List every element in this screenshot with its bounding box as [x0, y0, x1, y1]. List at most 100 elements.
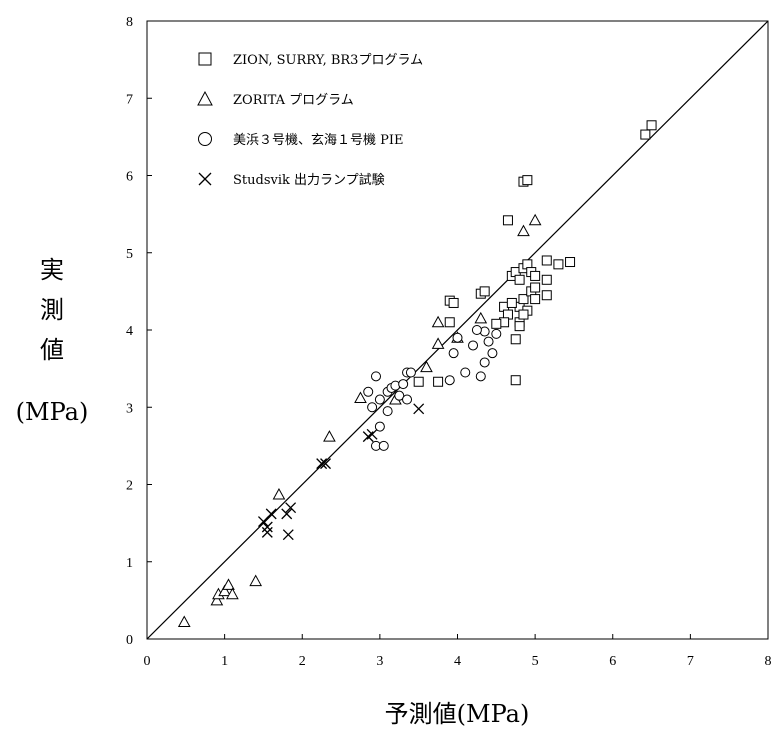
square-point — [541, 290, 552, 301]
triangle-point — [517, 224, 530, 237]
square-point — [530, 270, 541, 281]
y-tick-label: 7 — [126, 92, 133, 107]
circle-point — [471, 325, 482, 335]
circle-point — [460, 367, 471, 378]
cross-point — [265, 508, 277, 520]
x-axis-label: 予測値(MPa) — [385, 700, 530, 728]
square-point — [514, 321, 525, 332]
triangle-point — [272, 488, 286, 500]
square-point — [646, 120, 657, 131]
square-point — [565, 257, 576, 268]
triangle-point — [323, 430, 336, 442]
legend-label: Studsvik 出力ランプ試験 — [233, 172, 385, 188]
axis-labels: 実 測 値 (MPa) 予測値(MPa) — [16, 256, 530, 728]
square-point — [530, 294, 541, 305]
circle-point — [378, 440, 389, 451]
legend-cross-icon — [198, 172, 212, 186]
legend-label: ZORITA プログラム — [233, 93, 354, 108]
square-point — [541, 255, 552, 266]
circle-point — [483, 336, 494, 347]
y-tick-label: 6 — [126, 170, 133, 185]
circle-point — [491, 328, 502, 339]
legend-entry: 美浜３号機、玄海１号機 PIE — [198, 132, 404, 148]
y-tick-label: 0 — [126, 633, 133, 648]
x-tick-label: 4 — [454, 654, 461, 669]
legend-entry: Studsvik 出力ランプ試験 — [198, 172, 385, 188]
y-axis-label-char-1: 実 — [40, 256, 64, 284]
y-tick-label: 3 — [126, 401, 133, 416]
circle-point — [374, 421, 385, 432]
circle-point — [405, 367, 416, 378]
data-points — [177, 120, 657, 628]
y-axis-ticks: 0 1 2 3 4 5 6 7 8 — [126, 15, 152, 648]
square-point — [444, 317, 455, 328]
series-triangle — [177, 213, 542, 628]
legend: ZION, SURRY, BR3プログラム ZORITA プログラム美浜３号機、玄… — [197, 52, 423, 188]
triangle-point — [474, 311, 488, 324]
x-tick-label: 1 — [221, 654, 228, 669]
square-point — [522, 175, 533, 186]
triangle-point — [249, 574, 263, 587]
x-tick-label: 3 — [376, 654, 383, 669]
circle-point — [382, 406, 393, 417]
x-tick-label: 5 — [532, 654, 539, 669]
square-point — [518, 294, 529, 305]
cross-point — [261, 526, 273, 538]
circle-point — [398, 379, 409, 390]
x-axis-ticks: 0 1 2 3 4 5 6 7 8 — [144, 634, 772, 669]
cross-point — [261, 521, 273, 533]
triangle-point — [431, 337, 445, 349]
square-point — [479, 286, 490, 297]
x-tick-label: 2 — [299, 654, 306, 669]
circle-point — [468, 340, 479, 351]
y-axis-label-char-2: 測 — [40, 296, 64, 324]
square-point — [433, 376, 444, 387]
circle-point — [402, 394, 413, 405]
x-tick-label: 8 — [765, 654, 772, 669]
square-point — [413, 376, 424, 387]
y-tick-label: 5 — [126, 247, 133, 262]
y-axis-label-char-3: 値 — [40, 336, 64, 364]
circle-point — [479, 357, 490, 368]
y-tick-label: 2 — [126, 479, 133, 494]
legend-circle-icon — [198, 132, 212, 146]
plot-area — [146, 20, 769, 640]
triangle-point — [420, 360, 433, 373]
circle-point — [374, 394, 385, 405]
legend-label: ZION, SURRY, BR3プログラム — [233, 53, 423, 68]
y-tick-label: 4 — [126, 324, 133, 339]
y-tick-label: 8 — [126, 15, 133, 30]
cross-point — [281, 508, 293, 520]
square-point — [530, 282, 541, 293]
square-point — [514, 274, 525, 285]
square-point — [510, 334, 521, 345]
circle-point — [448, 348, 459, 359]
cross-point — [282, 529, 294, 541]
legend-label: 美浜３号機、玄海１号機 PIE — [233, 133, 404, 148]
circle-point — [452, 332, 463, 343]
circle-point — [363, 386, 374, 397]
cross-point — [285, 502, 297, 514]
triangle-point — [431, 315, 445, 328]
triangle-point — [226, 587, 239, 600]
cross-point — [316, 458, 328, 470]
circle-point — [444, 375, 455, 386]
triangle-point — [222, 578, 235, 590]
square-point — [541, 274, 552, 285]
x-tick-label: 0 — [144, 654, 151, 669]
circle-point — [475, 371, 486, 382]
square-point — [510, 375, 521, 386]
reference-line — [146, 20, 769, 640]
legend-entry: ZORITA プログラム — [197, 90, 354, 108]
triangle-point — [354, 391, 367, 403]
y-axis-label-unit: (MPa) — [16, 398, 89, 426]
square-point — [518, 309, 529, 320]
cross-point — [366, 428, 378, 440]
square-point — [448, 297, 459, 308]
legend-square-icon — [198, 52, 212, 66]
legend-triangle-icon — [197, 90, 213, 106]
square-point — [491, 318, 502, 329]
circle-point — [487, 348, 498, 359]
triangle-point — [528, 213, 542, 226]
